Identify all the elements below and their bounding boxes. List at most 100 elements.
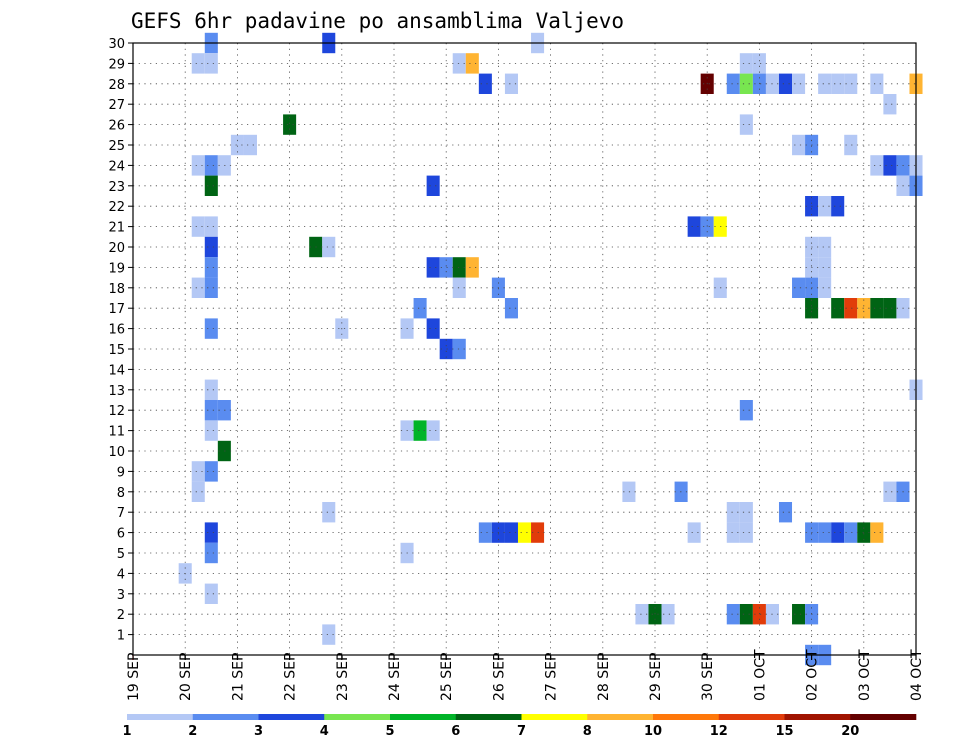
heatmap-cell bbox=[739, 502, 753, 523]
heatmap-cell bbox=[204, 461, 218, 482]
heatmap-cell bbox=[818, 257, 832, 278]
y-tick-label: 12 bbox=[108, 404, 125, 419]
heatmap-cell bbox=[870, 155, 884, 176]
y-tick-label: 2 bbox=[117, 608, 125, 623]
heatmap-cell bbox=[191, 216, 205, 237]
heatmap-cell bbox=[844, 298, 858, 319]
legend-swatch bbox=[850, 714, 917, 720]
x-tick-label: 25 SEP bbox=[439, 653, 455, 701]
y-tick-label: 4 bbox=[117, 567, 125, 582]
x-axis-ticks: 19 SEP 20 SEP 21 SEP 22 SEP 23 SEP 24 SEP 25 S… bbox=[126, 649, 925, 701]
heatmap-cell bbox=[857, 522, 871, 543]
y-tick-label: 15 bbox=[108, 343, 125, 358]
heatmap-cell bbox=[504, 522, 518, 543]
y-tick-label: 16 bbox=[108, 323, 125, 338]
y-tick-label: 23 bbox=[108, 180, 125, 195]
heatmap-cell bbox=[818, 73, 832, 94]
y-tick-label: 8 bbox=[117, 486, 125, 501]
heatmap-cell bbox=[204, 583, 218, 604]
y-tick-label: 17 bbox=[108, 302, 125, 317]
legend-swatch bbox=[784, 714, 851, 720]
x-tick-label: 27 SEP bbox=[544, 653, 560, 701]
heatmap-cell bbox=[478, 522, 492, 543]
y-tick-label: 6 bbox=[117, 527, 125, 542]
y-tick-label: 25 bbox=[108, 139, 125, 154]
heatmap-cell bbox=[831, 298, 845, 319]
heatmap-cell bbox=[726, 502, 740, 523]
heatmap-cell bbox=[831, 196, 845, 217]
legend-label: 1 bbox=[122, 724, 131, 739]
y-tick-label: 20 bbox=[108, 241, 125, 256]
heatmap-cell bbox=[426, 420, 440, 441]
x-tick-label: 03 OCT bbox=[857, 649, 873, 701]
y-tick-label: 28 bbox=[108, 78, 125, 93]
heatmap-cell bbox=[883, 94, 897, 115]
heatmap-cell bbox=[831, 73, 845, 94]
legend-label: 5 bbox=[385, 724, 394, 739]
heatmap-cell bbox=[504, 73, 518, 94]
y-tick-label: 9 bbox=[117, 465, 125, 480]
heatmap-cell bbox=[661, 604, 675, 625]
heatmap-cell bbox=[204, 236, 218, 258]
heatmap-cell bbox=[439, 257, 453, 278]
heatmap-cell bbox=[531, 522, 545, 543]
heatmap-cell bbox=[243, 134, 257, 156]
heatmap-cell bbox=[191, 155, 205, 176]
heatmap-cell bbox=[465, 53, 479, 74]
x-tick-label: 23 SEP bbox=[335, 653, 351, 701]
legend-swatch bbox=[258, 714, 325, 720]
heatmap-cell bbox=[818, 522, 832, 543]
heatmap-cell bbox=[191, 461, 205, 482]
x-tick-label: 24 SEP bbox=[387, 653, 403, 701]
y-tick-label: 26 bbox=[108, 119, 125, 134]
y-tick-label: 11 bbox=[108, 425, 125, 440]
heatmap-cell bbox=[818, 236, 832, 258]
chart-title: GEFS 6hr padavine po ansamblima Valjevo bbox=[131, 9, 624, 33]
heatmap-cell bbox=[426, 318, 440, 339]
y-tick-label: 14 bbox=[108, 363, 125, 378]
legend-swatch bbox=[455, 714, 522, 720]
heatmap-cell bbox=[870, 522, 884, 543]
heatmap-cell bbox=[478, 73, 492, 94]
heatmap-cell bbox=[870, 298, 884, 319]
color-legend: 1 2 3 4 5 6 7 8 10 12 15 20 bbox=[122, 714, 917, 739]
heatmap-cell bbox=[739, 73, 753, 94]
legend-label: 15 bbox=[775, 724, 793, 739]
heatmap-cell bbox=[413, 298, 427, 319]
heatmap-cell bbox=[204, 318, 218, 339]
heatmap-cell bbox=[191, 277, 205, 298]
legend-label: 20 bbox=[841, 724, 859, 739]
y-tick-label: 29 bbox=[108, 57, 125, 72]
y-tick-label: 27 bbox=[108, 98, 125, 113]
heatmap-cell bbox=[452, 257, 466, 278]
heatmap-cell bbox=[204, 155, 218, 176]
heatmap-cell bbox=[204, 257, 218, 278]
heatmap-cell bbox=[726, 522, 740, 543]
heatmap-cell bbox=[322, 502, 336, 523]
y-tick-label: 1 bbox=[117, 629, 125, 644]
legend-label: 2 bbox=[188, 724, 197, 739]
heatmap-cell bbox=[687, 216, 701, 237]
heatmap-cell bbox=[204, 522, 218, 543]
heatmap-cell bbox=[792, 134, 806, 156]
heatmap-cell bbox=[426, 175, 440, 196]
x-tick-label: 02 OCT bbox=[805, 649, 821, 701]
heatmap-cell bbox=[426, 257, 440, 278]
legend-swatch bbox=[587, 714, 654, 720]
legend-label: 10 bbox=[644, 724, 662, 739]
y-tick-label: 19 bbox=[108, 261, 125, 276]
heatmap-cell bbox=[439, 338, 453, 360]
heatmap-cell bbox=[322, 236, 336, 258]
x-tick-label: 30 SEP bbox=[700, 653, 716, 701]
y-tick-label: 30 bbox=[108, 37, 125, 52]
legend-swatch bbox=[390, 714, 457, 720]
heatmap-cell bbox=[778, 502, 793, 523]
heatmap-cell bbox=[739, 604, 753, 625]
x-tick-label: 01 OCT bbox=[752, 649, 768, 701]
legend-swatch bbox=[127, 714, 194, 720]
y-tick-label: 3 bbox=[117, 588, 125, 603]
heatmap-cell bbox=[191, 481, 205, 502]
x-tick-label: 04 OCT bbox=[909, 649, 925, 701]
heatmap-cell bbox=[322, 624, 336, 645]
